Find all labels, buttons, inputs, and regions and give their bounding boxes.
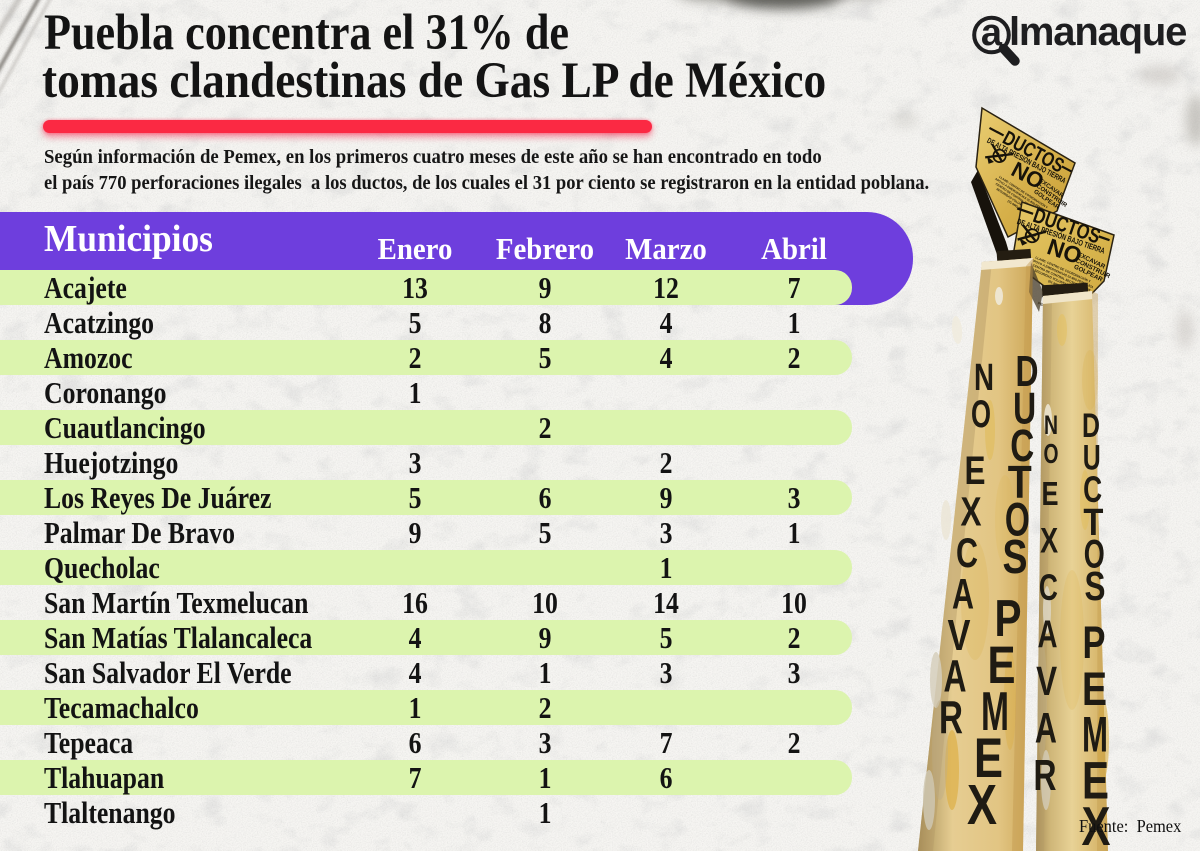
svg-text:A: A	[1035, 705, 1057, 752]
svg-text:R: R	[939, 691, 963, 743]
svg-text:D: D	[1016, 347, 1039, 396]
svg-text:A: A	[944, 651, 967, 702]
svg-text:M: M	[981, 681, 1009, 742]
svg-text:S: S	[1003, 531, 1028, 584]
svg-text:E: E	[1082, 663, 1107, 716]
svg-text:P: P	[1083, 617, 1106, 668]
svg-text:O: O	[1005, 494, 1030, 547]
svg-text:E: E	[965, 449, 986, 493]
svg-text:C: C	[956, 529, 978, 576]
svg-text:A: A	[952, 571, 974, 619]
svg-text:S: S	[1085, 563, 1106, 609]
svg-text:M: M	[1082, 707, 1108, 763]
svg-text:R: R	[1034, 751, 1057, 800]
svg-text:V: V	[1036, 658, 1057, 704]
svg-text:U: U	[1083, 438, 1101, 478]
svg-text:N: N	[1044, 410, 1058, 440]
svg-text:C: C	[1039, 567, 1058, 608]
svg-text:X: X	[1082, 795, 1111, 851]
svg-text:O: O	[1044, 438, 1059, 469]
svg-text:D: D	[1082, 407, 1100, 445]
svg-text:a: a	[981, 12, 1003, 54]
svg-text:X: X	[967, 773, 997, 837]
svg-text:V: V	[948, 611, 972, 660]
svg-text:N: N	[974, 357, 994, 399]
svg-text:T: T	[1008, 456, 1032, 508]
svg-text:X: X	[961, 489, 982, 535]
svg-text:O: O	[971, 393, 991, 436]
svg-text:E: E	[1042, 475, 1059, 512]
svg-text:E: E	[988, 636, 1016, 695]
svg-text:U: U	[1013, 383, 1036, 433]
svg-text:E: E	[974, 727, 1003, 789]
svg-text:P: P	[995, 590, 1022, 648]
svg-text:T: T	[1083, 501, 1103, 544]
svg-text:C: C	[1083, 469, 1102, 510]
svg-text:O: O	[1084, 532, 1105, 576]
svg-text:C: C	[1010, 420, 1034, 471]
svg-text:lmanaque: lmanaque	[1009, 10, 1186, 54]
svg-text:A: A	[1038, 614, 1058, 657]
svg-text:E: E	[1082, 751, 1109, 810]
svg-text:X: X	[1040, 522, 1058, 561]
